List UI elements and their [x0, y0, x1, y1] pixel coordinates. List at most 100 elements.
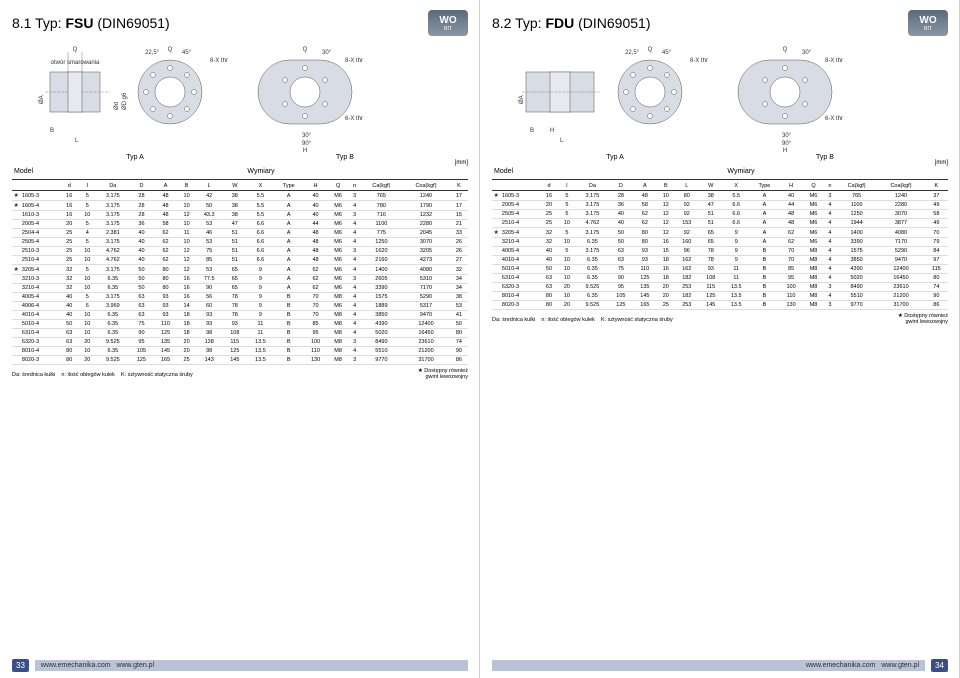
data-cell: 50	[609, 238, 633, 247]
data-cell: 43.3	[196, 211, 223, 220]
model-cell: 4010-4	[500, 256, 540, 265]
table-row: 3210-332106.3550801677.5659A62M632605531…	[12, 275, 468, 284]
data-cell: 4	[349, 229, 361, 238]
col-header: H	[304, 182, 328, 191]
data-cell: 20	[60, 220, 78, 229]
data-cell: 27	[450, 256, 468, 265]
data-cell: 93	[699, 265, 723, 274]
data-cell: 135	[633, 283, 657, 292]
data-cell: M8	[803, 292, 824, 301]
star-cell	[492, 210, 500, 219]
data-cell: 50	[129, 284, 153, 293]
data-cell: M8	[328, 347, 349, 356]
data-cell: 11	[247, 320, 274, 329]
dw-30b: 30°	[302, 133, 312, 139]
table-row: 8020-380209.5251251652514314513.5B130M83…	[12, 356, 468, 365]
dw-H: H	[550, 128, 554, 134]
data-cell: 4	[349, 311, 361, 320]
data-cell: 25	[60, 238, 78, 247]
data-cell: 5510	[361, 347, 403, 356]
data-cell: 10	[78, 275, 96, 284]
data-cell: 53	[196, 220, 223, 229]
model-cell: 2005-4	[20, 220, 60, 229]
dw-8x: 8-X thr	[690, 58, 708, 64]
data-cell: 58	[633, 201, 657, 210]
data-cell: 38	[450, 293, 468, 302]
data-cell: 20	[657, 283, 675, 292]
data-cell: 5.5	[247, 201, 274, 211]
fn4b: gwint lewozwojny	[898, 319, 948, 325]
data-cell: 160	[675, 238, 699, 247]
star-cell: ★	[12, 191, 20, 201]
data-cell: 70	[304, 311, 328, 320]
data-cell: 10	[558, 265, 576, 274]
data-cell: 4	[349, 265, 361, 275]
data-cell: 4	[349, 329, 361, 338]
data-cell: 28	[129, 201, 153, 211]
data-cell: 6.35	[96, 347, 129, 356]
data-cell: 5510	[836, 292, 877, 301]
data-cell: 86	[925, 301, 948, 310]
table-row: 4006-44063.96963931460789B70M64188953175…	[12, 302, 468, 311]
title-prefix: 8.2 Typ:	[492, 15, 542, 31]
data-cell: 92	[675, 210, 699, 219]
data-cell: 53	[196, 238, 223, 247]
data-cell: 162	[675, 256, 699, 265]
data-cell: 110	[154, 320, 178, 329]
title-suffix: (DIN69051)	[97, 15, 169, 31]
star-cell	[12, 238, 20, 247]
star-cell	[12, 256, 20, 265]
data-cell: A	[750, 228, 779, 238]
table-row: 2005-42053.17536581292476.6A44M641100228…	[492, 201, 948, 210]
data-cell: 10	[78, 320, 96, 329]
data-cell: 5290	[877, 247, 924, 256]
tech-drawing-b-svg: Q 30° 8-X thr 6-X thr 30° 90° H	[250, 42, 440, 152]
model-cell: 3210-4	[20, 284, 60, 293]
logo: WO BIT	[908, 10, 948, 36]
data-cell: 3.175	[576, 228, 609, 238]
col-header: B	[657, 182, 675, 191]
data-cell: 34	[450, 284, 468, 293]
data-cell: A	[750, 210, 779, 219]
data-cell: B	[274, 311, 304, 320]
data-cell: 4390	[836, 265, 877, 274]
col-header: n	[824, 182, 836, 191]
data-cell: 40	[304, 211, 328, 220]
data-cell: 3	[349, 338, 361, 347]
data-cell: 1240	[877, 191, 924, 201]
dw-8x-b: 8-X thr	[345, 58, 363, 64]
star-cell	[12, 211, 20, 220]
data-cell: 63	[609, 256, 633, 265]
footnote: Da: średnica kulki n: ilość obiegów kule…	[492, 317, 673, 323]
data-cell: M6	[328, 220, 349, 229]
data-cell: 3.175	[96, 211, 129, 220]
data-cell: 20	[657, 292, 675, 301]
data-cell: 10	[178, 238, 196, 247]
data-cell: A	[274, 247, 304, 256]
col-header: Da	[96, 182, 129, 191]
data-cell: A	[274, 229, 304, 238]
data-cell: 4	[349, 284, 361, 293]
data-cell: 4	[824, 247, 836, 256]
data-cell: 48	[154, 201, 178, 211]
data-cell: 34	[450, 275, 468, 284]
page-title: 8.1 Typ: FSU (DIN69051)	[12, 15, 170, 31]
data-cell: 12	[178, 247, 196, 256]
data-cell: 25	[60, 247, 78, 256]
star-cell	[12, 356, 20, 365]
data-cell: 12	[178, 211, 196, 220]
col-header: W	[223, 182, 247, 191]
data-cell: 42	[196, 191, 223, 201]
dw-B: B	[530, 128, 534, 134]
star-cell	[12, 347, 20, 356]
dw-8x-b: 8-X thr	[825, 58, 843, 64]
data-cell: 6.35	[576, 292, 609, 301]
data-cell: 80	[675, 191, 699, 201]
data-cell: 40	[129, 238, 153, 247]
fn-n: n: ilość obiegów kulek	[61, 372, 115, 378]
data-cell: 10	[78, 347, 96, 356]
model-cell: 2005-4	[500, 201, 540, 210]
table-header-row: Model Wymiary	[12, 166, 468, 180]
data-cell: 4.762	[96, 247, 129, 256]
data-cell: M8	[328, 329, 349, 338]
